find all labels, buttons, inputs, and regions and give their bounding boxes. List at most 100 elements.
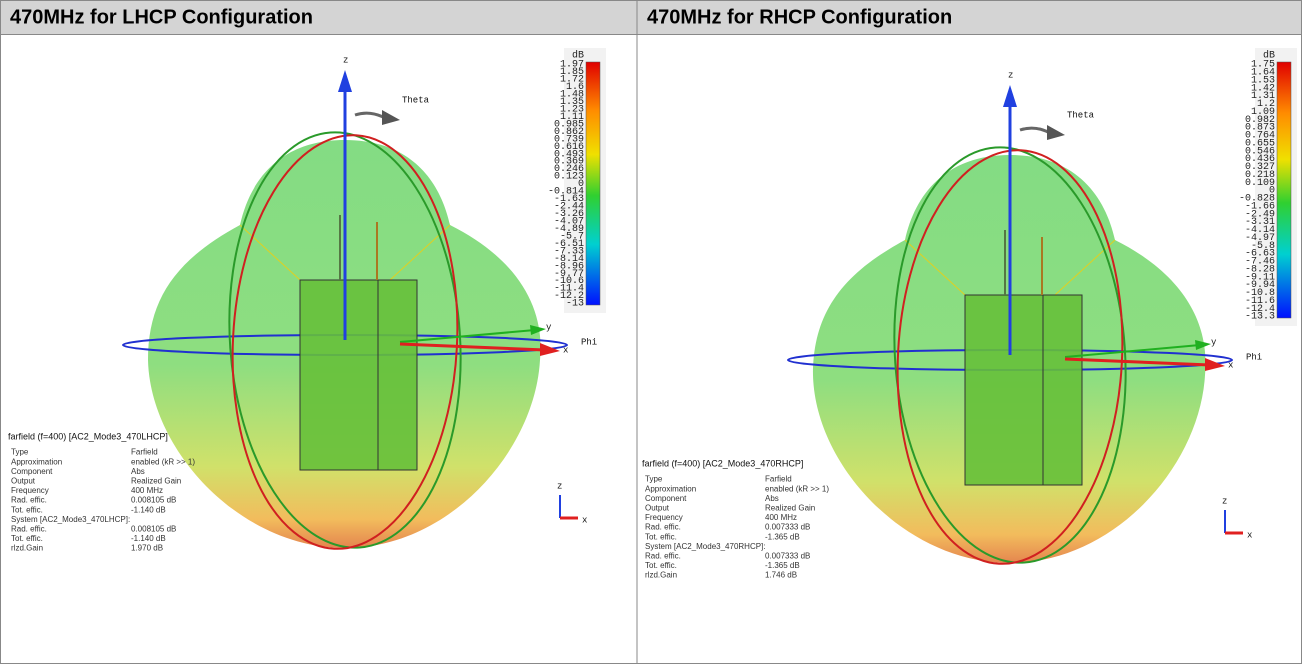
colorbar-label: -0.814: [548, 187, 584, 198]
colorbar-label: -4.14: [1245, 225, 1275, 236]
theta-circle: [896, 149, 1124, 565]
info-value: 1.746 dB: [765, 571, 797, 580]
colorbar-label: 0.369: [554, 157, 584, 168]
colorbar-label: 0.982: [1245, 115, 1275, 126]
colorbar: [585, 61, 601, 306]
info-value: -1.140 dB: [131, 505, 166, 514]
colorbar-label: 0.739: [554, 134, 584, 145]
info-value: Abs: [131, 467, 145, 476]
colorbar-label: -4.89: [554, 224, 584, 235]
y-axis: [399, 329, 536, 343]
x-arrowhead: [540, 343, 560, 356]
info-value: 0.007333 dB: [765, 523, 810, 532]
colorbar-label: 0.493: [554, 149, 584, 160]
colorbar-label: 0.109: [1245, 178, 1275, 189]
colorbar-label: 1.42: [1251, 83, 1275, 94]
colorbar-label: 0.218: [1245, 170, 1275, 181]
axis-label: y: [546, 322, 552, 332]
colorbar-label: -8.96: [554, 261, 584, 272]
colorbar-label: 1.72: [560, 75, 584, 86]
colorbar-label: 0.985: [554, 119, 584, 130]
x-axis: [399, 342, 546, 352]
info-key: Rad. effic.: [645, 552, 681, 561]
colorbar-label: -0.828: [1239, 194, 1275, 205]
colorbar-label: -4.07: [554, 216, 584, 227]
info-key: Tot. effic.: [11, 505, 43, 514]
colorbar-label: 1.23: [560, 104, 584, 115]
info-value: Abs: [765, 494, 779, 503]
panel: 470MHz for LHCP Configuration z Theta y x Phi…: [8, 6, 606, 553]
colorbar-label: 0.862: [554, 127, 584, 138]
y-arrowhead: [530, 325, 546, 335]
colorbar-label: 1.35: [560, 97, 584, 108]
farfield-plot: z Theta y x Phi z x: [787, 70, 1262, 565]
info-key: Frequency: [11, 486, 49, 495]
colorbar-label: -6.51: [554, 239, 584, 250]
info-value: 400 MHz: [131, 486, 163, 495]
info-title: farfield (f=400) [AC2_Mode3_470LHCP]: [8, 431, 168, 441]
triad-label: z: [1222, 496, 1227, 506]
colorbar-label: -2.49: [1245, 209, 1275, 220]
colorbar-label: 1.31: [1251, 91, 1275, 102]
info-value: -1.365 dB: [765, 561, 800, 570]
colorbar-label: 1.75: [1251, 60, 1275, 71]
triad-label: z: [557, 481, 562, 491]
info-key: Frequency: [645, 513, 683, 522]
axis-label: z: [343, 55, 348, 65]
colorbar-label: -1.63: [554, 194, 584, 205]
colorbar-label: 0.655: [1245, 138, 1275, 149]
colorbar-label: 0.436: [1245, 154, 1275, 165]
axis-label: Theta: [1067, 110, 1095, 120]
x-arrowhead: [1205, 358, 1225, 371]
colorbar-label: -7.46: [1245, 257, 1275, 268]
colorbar-label: -9.94: [1245, 280, 1275, 291]
colorbar-label: 1.85: [560, 67, 584, 78]
info-key: rlzd.Gain: [11, 544, 43, 553]
info-key: Output: [11, 477, 36, 486]
colorbar: [1276, 61, 1292, 319]
header-bar: [0, 0, 1302, 35]
colorbar-label: 0.246: [554, 164, 584, 175]
colorbar-label: -7.33: [554, 246, 584, 257]
info-key: Rad. effic.: [11, 525, 47, 534]
info-value: 0.008105 dB: [131, 525, 176, 534]
colorbar-label: -10.8: [1245, 288, 1275, 299]
colorbar-label: -11.4: [554, 284, 584, 295]
info-value: -1.140 dB: [131, 534, 166, 543]
panel: 470MHz for RHCP Configuration z Theta y x Phi…: [642, 6, 1297, 580]
colorbar-label: -11.6: [1245, 296, 1275, 307]
info-key: Component: [11, 467, 53, 476]
colorbar-label: -13.3: [1245, 312, 1275, 323]
info-system: System [AC2_Mode3_470LHCP]:: [11, 515, 130, 524]
info-value: enabled (kR >> 1): [131, 457, 195, 466]
info-value: 400 MHz: [765, 513, 797, 522]
colorbar-label: 1.64: [1251, 68, 1275, 79]
y-axis: [1064, 344, 1201, 358]
farfield-plot: z Theta y x Phi z x: [122, 55, 597, 550]
colorbar-label: -8.28: [1245, 264, 1275, 275]
triad-label: x: [1247, 530, 1252, 540]
colorbar-label: 1.97: [560, 60, 584, 71]
info-value: Farfield: [765, 475, 792, 484]
x-axis: [1064, 357, 1211, 367]
axis-label: y: [1211, 337, 1217, 347]
info-key: Tot. effic.: [645, 532, 677, 541]
info-key: Type: [11, 448, 29, 457]
triad-label: x: [582, 515, 587, 525]
colorbar-unit: dB: [1263, 50, 1275, 62]
colorbar-label: -3.31: [1245, 217, 1275, 228]
colorbar-label: 0.546: [1245, 146, 1275, 157]
axis-label: x: [563, 345, 568, 355]
colorbar-label: -4.97: [1245, 233, 1275, 244]
colorbar-label: -8.14: [554, 254, 584, 265]
info-key: rlzd.Gain: [645, 571, 677, 580]
colorbar-label: -1.66: [1245, 201, 1275, 212]
axis-label: Theta: [402, 95, 430, 105]
info-key: Component: [645, 494, 687, 503]
info-value: -1.365 dB: [765, 532, 800, 541]
colorbar-label: 0.873: [1245, 123, 1275, 134]
colorbar-label: 1.2: [1257, 99, 1275, 110]
info-title: farfield (f=400) [AC2_Mode3_470RHCP]: [642, 458, 803, 468]
